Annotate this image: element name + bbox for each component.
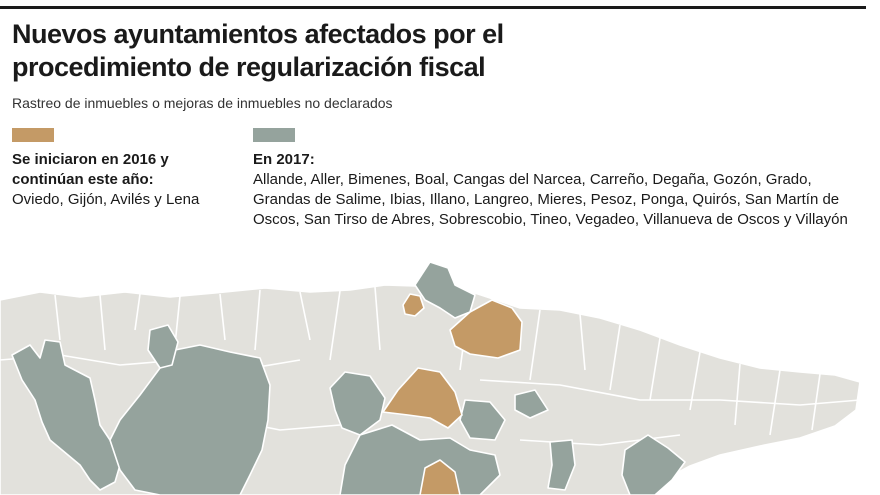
page-subtitle: Rastreo de inmuebles o mejoras de inmueb… xyxy=(12,95,393,111)
map-municipality-gijon xyxy=(449,299,523,359)
municipality-map-svg xyxy=(0,261,861,495)
title-line-1: Nuevos ayuntamientos afectados por el xyxy=(12,19,504,49)
legend-text-2016: Oviedo, Gijón, Avilés y Lena xyxy=(12,191,200,208)
map-municipalities-2017-north-west xyxy=(147,324,179,369)
legend-swatch-2016 xyxy=(12,128,54,142)
legend-text-2017: Allande, Aller, Bimenes, Boal, Cangas de… xyxy=(253,171,848,228)
legend-swatch-2017 xyxy=(253,128,295,142)
title-line-2: procedimiento de regularización fiscal xyxy=(12,52,486,82)
map-municipality-oviedo xyxy=(382,367,463,429)
map-municipalities-2017-mieres xyxy=(459,399,506,441)
top-rule xyxy=(0,6,866,9)
map-municipalities-2017-ponga xyxy=(621,434,686,495)
page-title: Nuevos ayuntamientos afectados por el pr… xyxy=(12,18,852,84)
municipality-map xyxy=(0,250,880,495)
map-municipalities-2017-centre xyxy=(329,371,386,436)
legend-heading-2016: Se iniciaron en 2016 y continúan este añ… xyxy=(12,151,169,188)
map-municipalities-2017-westcentral xyxy=(109,344,271,495)
map-municipalities-2017-sobrescobio xyxy=(547,439,576,491)
map-municipality-lena xyxy=(419,459,461,495)
map-municipalities-2017-langreo xyxy=(514,389,549,419)
map-municipalities-2017-north xyxy=(414,261,476,319)
legend-heading-2017: En 2017: xyxy=(253,151,315,168)
legend-item-2016: Se iniciaron en 2016 y continúan este añ… xyxy=(12,128,237,210)
map-municipality-aviles xyxy=(402,293,425,317)
map-municipalities-2017-south-central xyxy=(339,424,501,495)
legend-item-2017: En 2017: Allande, Aller, Bimenes, Boal, … xyxy=(253,128,853,230)
